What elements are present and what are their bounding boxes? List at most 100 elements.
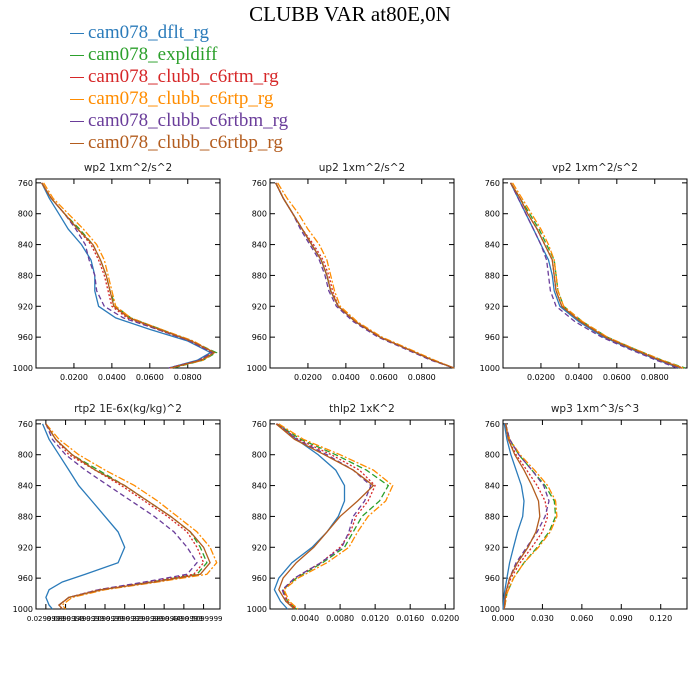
series-line-2 bbox=[275, 182, 455, 369]
x-tick-label: 0.0080 bbox=[326, 614, 354, 623]
series-line-1 bbox=[510, 182, 686, 369]
legend-swatch bbox=[70, 143, 84, 144]
y-tick-label: 1000 bbox=[480, 605, 500, 614]
x-tick-label: 0.0400 bbox=[332, 373, 360, 382]
y-tick-label: 1000 bbox=[247, 364, 267, 373]
x-tick-label: 0.120 bbox=[649, 614, 672, 623]
x-tick-label: 0.0120 bbox=[361, 614, 389, 623]
y-tick-label: 880 bbox=[485, 271, 500, 280]
y-tick-label: 840 bbox=[485, 241, 500, 250]
series-line-4 bbox=[275, 182, 455, 369]
x-tick-label: 0.1499999 bbox=[66, 615, 104, 623]
x-tick-label: 0.0800 bbox=[174, 373, 202, 382]
legend-item-c6rtbm: cam078_clubb_c6rtbm_rg bbox=[70, 110, 390, 132]
legend: cam078_dflt_rg cam078_expldiff cam078_cl… bbox=[70, 22, 390, 154]
y-tick-label: 760 bbox=[18, 420, 33, 429]
panel-title: rtp2 1E-6x(kg/kg)^2 bbox=[74, 403, 182, 415]
series-line-2 bbox=[503, 423, 549, 610]
series-line-5 bbox=[275, 423, 375, 610]
series-line-4 bbox=[503, 423, 550, 610]
y-tick-label: 1000 bbox=[13, 605, 33, 614]
y-tick-label: 840 bbox=[485, 482, 500, 491]
x-tick-label: 0.0400 bbox=[98, 373, 126, 382]
y-tick-label: 960 bbox=[485, 574, 500, 583]
x-tick-label: 0.0299999 bbox=[27, 615, 65, 623]
y-tick-label: 760 bbox=[252, 179, 267, 188]
legend-item-dflt: cam078_dflt_rg bbox=[70, 22, 390, 44]
x-tick-label: 0.0899999 bbox=[47, 615, 85, 623]
series-line-0 bbox=[502, 423, 525, 610]
panel-title: up2 1xm^2/s^2 bbox=[319, 162, 405, 174]
y-tick-label: 800 bbox=[252, 451, 267, 460]
legend-swatch bbox=[70, 121, 84, 122]
series-line-3 bbox=[277, 182, 455, 369]
x-tick-label: 0.0600 bbox=[136, 373, 164, 382]
x-tick-label: 0.2099999 bbox=[86, 615, 124, 623]
x-tick-label: 0.000 bbox=[492, 614, 515, 623]
series-line-5 bbox=[510, 182, 682, 369]
series-line-0 bbox=[42, 423, 126, 610]
series-line-0 bbox=[273, 423, 346, 610]
y-tick-label: 920 bbox=[252, 543, 267, 552]
y-tick-label: 880 bbox=[252, 271, 267, 280]
legend-label: cam078_clubb_c6rtbp_rg bbox=[88, 132, 283, 153]
x-tick-label: 0.0200 bbox=[60, 373, 88, 382]
x-tick-label: 0.0600 bbox=[370, 373, 398, 382]
x-tick-label: 0.0800 bbox=[408, 373, 436, 382]
y-tick-label: 1000 bbox=[247, 605, 267, 614]
y-tick-label: 800 bbox=[485, 210, 500, 219]
x-tick-label: 0.3299999 bbox=[125, 615, 163, 623]
y-tick-label: 1000 bbox=[13, 364, 33, 373]
x-tick-label: 0.0400 bbox=[565, 373, 593, 382]
y-tick-label: 800 bbox=[18, 451, 33, 460]
y-tick-label: 760 bbox=[485, 179, 500, 188]
series-line-0 bbox=[510, 182, 680, 369]
y-tick-label: 880 bbox=[18, 271, 33, 280]
x-tick-label: 0.090 bbox=[610, 614, 633, 623]
y-tick-label: 840 bbox=[252, 241, 267, 250]
y-tick-label: 920 bbox=[18, 543, 33, 552]
panel-title: wp2 1xm^2/s^2 bbox=[84, 162, 172, 174]
x-tick-label: 0.2699999 bbox=[106, 615, 144, 623]
x-tick-label: 0.0200 bbox=[527, 373, 555, 382]
legend-item-expldiff: cam078_expldiff bbox=[70, 44, 390, 66]
y-tick-label: 960 bbox=[485, 333, 500, 342]
series-line-5 bbox=[503, 423, 541, 610]
series-line-5 bbox=[41, 182, 216, 369]
y-tick-label: 760 bbox=[485, 420, 500, 429]
series-line-3 bbox=[45, 423, 218, 610]
series-line-2 bbox=[510, 182, 684, 369]
x-tick-label: 0.3899999 bbox=[145, 615, 183, 623]
legend-swatch bbox=[70, 77, 84, 78]
series-line-1 bbox=[45, 423, 208, 610]
y-tick-label: 840 bbox=[252, 482, 267, 491]
y-tick-label: 920 bbox=[485, 543, 500, 552]
figure-title: CLUBB VAR at80E,0N bbox=[249, 2, 451, 26]
series-line-4 bbox=[510, 182, 678, 369]
y-tick-label: 1000 bbox=[480, 364, 500, 373]
legend-label: cam078_dflt_rg bbox=[88, 22, 210, 43]
x-tick-label: 0.030 bbox=[531, 614, 554, 623]
legend-swatch bbox=[70, 55, 84, 56]
x-tick-label: 0.4499999 bbox=[165, 615, 203, 623]
plot-frame bbox=[269, 178, 455, 369]
y-tick-label: 840 bbox=[18, 241, 33, 250]
legend-item-c6rtbp: cam078_clubb_c6rtbp_rg bbox=[70, 132, 390, 154]
y-tick-label: 960 bbox=[252, 333, 267, 342]
legend-swatch bbox=[70, 33, 84, 34]
x-tick-label: 0.5099999 bbox=[185, 615, 223, 623]
legend-label: cam078_expldiff bbox=[88, 44, 218, 65]
series-line-3 bbox=[503, 423, 558, 610]
plot-frame bbox=[502, 178, 688, 369]
panel-title: vp2 1xm^2/s^2 bbox=[552, 162, 638, 174]
x-tick-label: 0.060 bbox=[570, 614, 593, 623]
y-tick-label: 960 bbox=[252, 574, 267, 583]
series-line-1 bbox=[276, 423, 390, 610]
legend-label: cam078_clubb_c6rtm_rg bbox=[88, 66, 279, 87]
x-tick-label: 0.0800 bbox=[641, 373, 669, 382]
y-tick-label: 960 bbox=[18, 574, 33, 583]
series-line-4 bbox=[275, 423, 372, 610]
x-tick-label: 0.0200 bbox=[294, 373, 322, 382]
series-line-1 bbox=[275, 182, 455, 369]
